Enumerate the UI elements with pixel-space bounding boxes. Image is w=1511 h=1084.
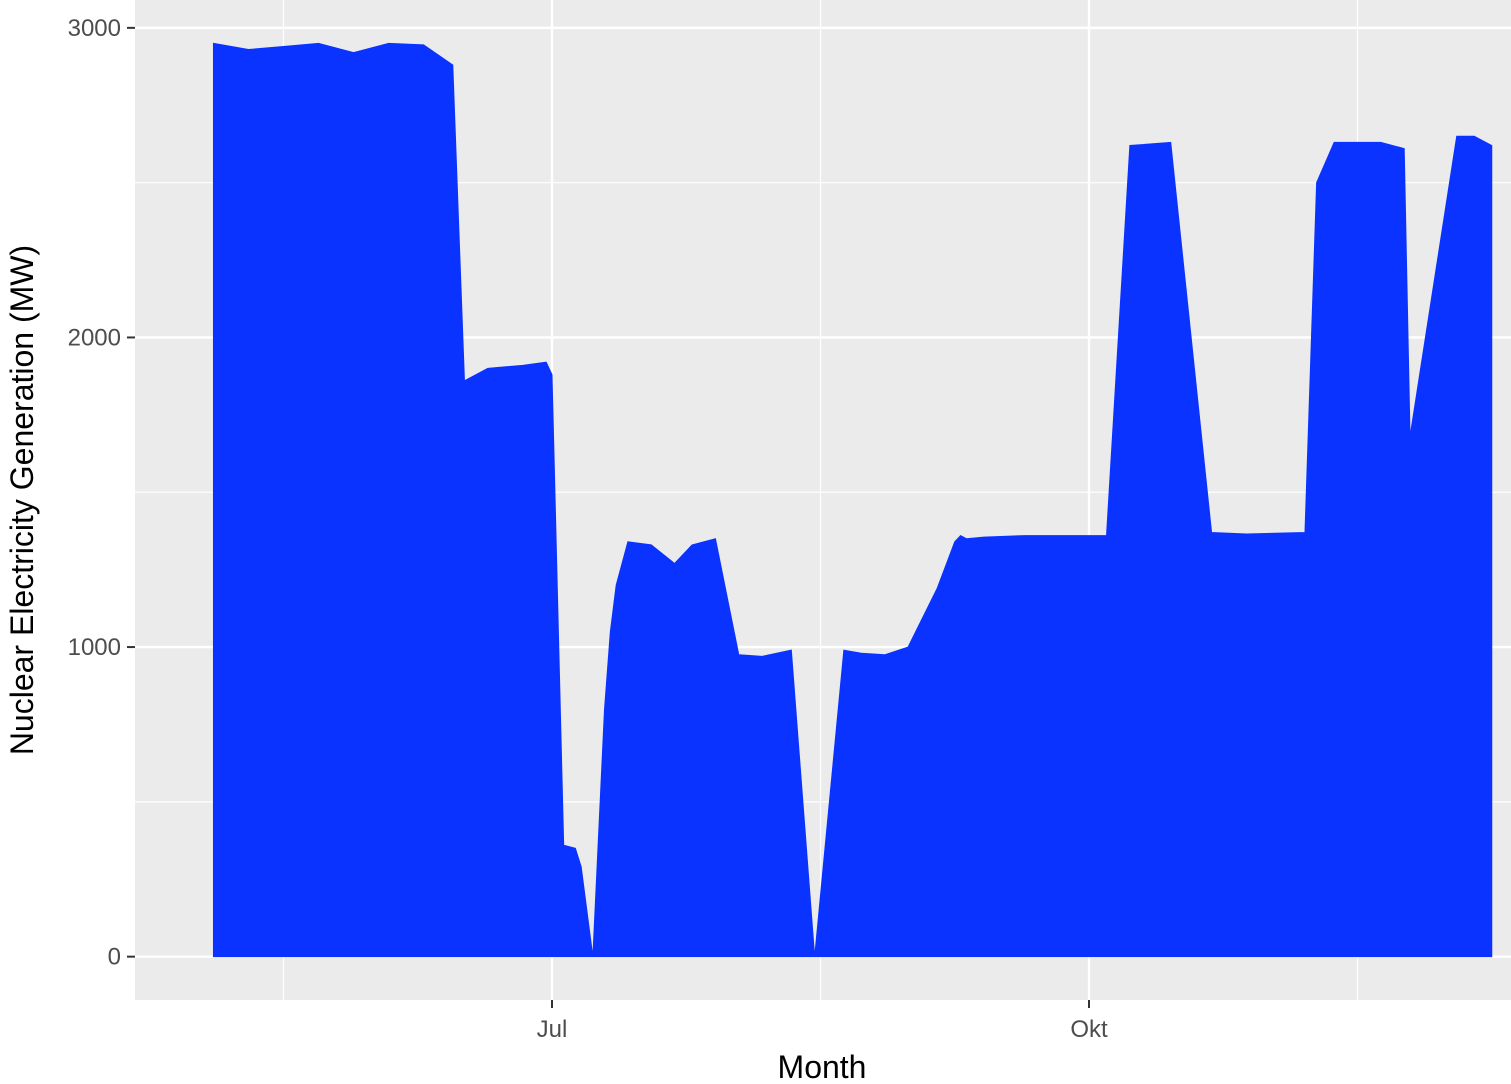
series-area xyxy=(212,42,1493,958)
y-tick-label: 2000 xyxy=(68,324,121,351)
y-axis-title: Nuclear Electricity Generation (MW) xyxy=(4,245,40,755)
series-layer xyxy=(212,42,1493,958)
x-axis-title: Month xyxy=(778,1049,867,1084)
y-tick-label: 3000 xyxy=(68,15,121,42)
y-tick-label: 1000 xyxy=(68,634,121,661)
y-tick-label: 0 xyxy=(108,944,121,971)
x-axis: Jul Okt xyxy=(537,1000,1108,1043)
y-axis: 0 1000 2000 3000 xyxy=(68,15,135,971)
x-tick-label: Jul xyxy=(537,1016,568,1043)
x-tick-label: Okt xyxy=(1070,1016,1108,1043)
